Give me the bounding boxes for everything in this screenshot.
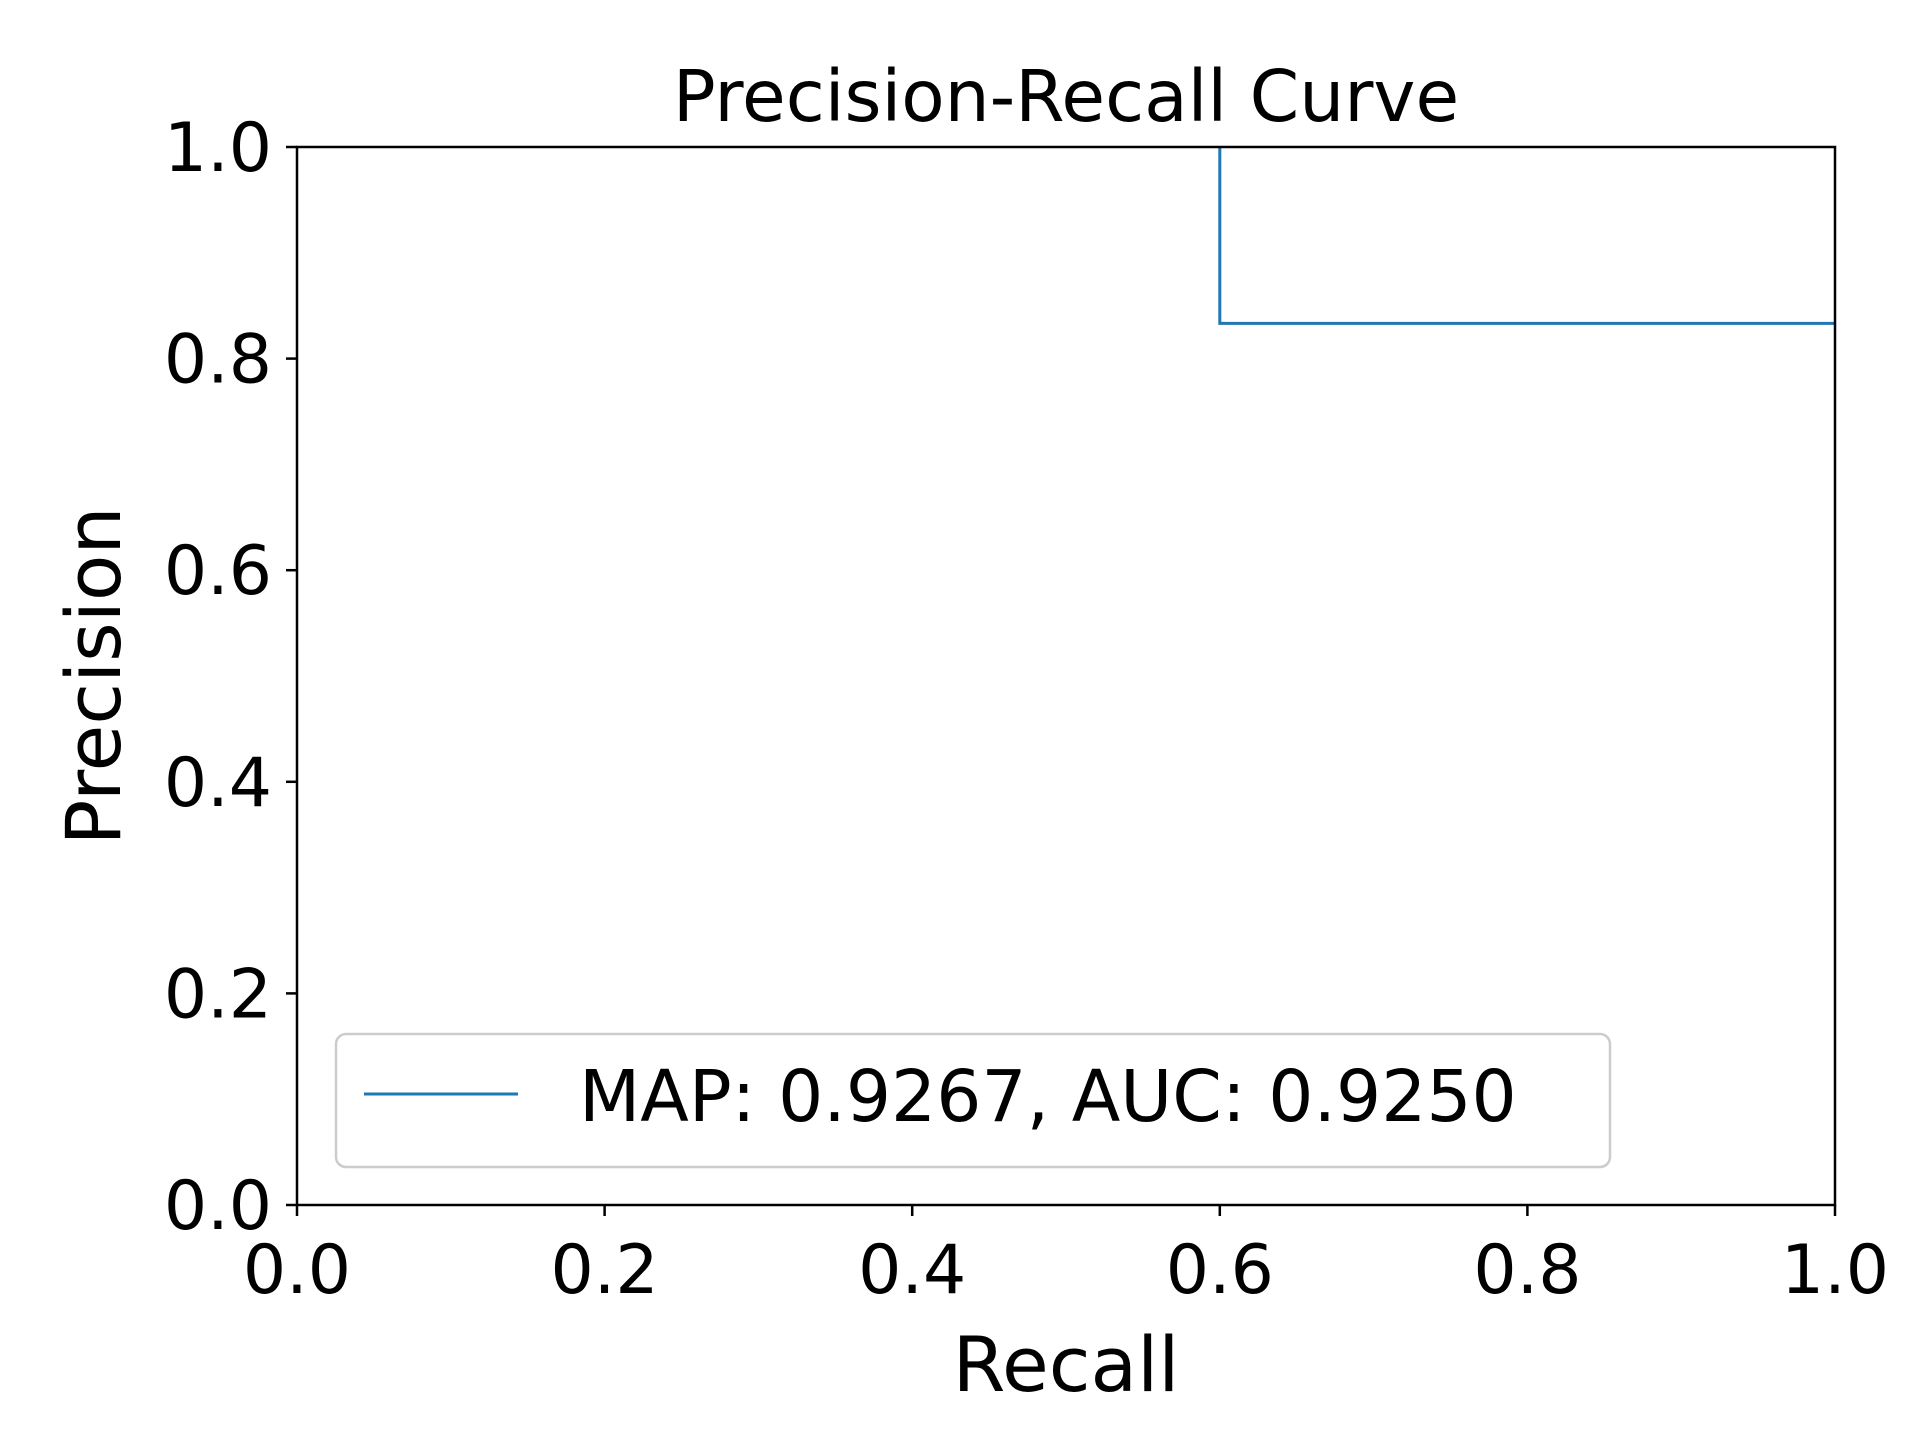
y-axis-ticks: 0.0 0.2 0.4 0.6 0.8 1.0: [164, 109, 297, 1246]
series-line-0: [1218, 147, 1835, 325]
y-tick-label: 0.8: [164, 321, 272, 400]
x-tick-label: 0.8: [1473, 1231, 1581, 1310]
legend-entry-label: MAP: 0.9267, AUC: 0.9250: [579, 1055, 1517, 1138]
x-axis-title: Recall: [953, 1320, 1180, 1409]
x-tick-label: 0.6: [1166, 1231, 1274, 1310]
series-layer: [1218, 147, 1835, 325]
legend: MAP: 0.9267, AUC: 0.9250: [334, 1032, 1612, 1169]
y-tick-label: 0.0: [164, 1167, 272, 1246]
x-tick-label: 0.4: [858, 1231, 966, 1310]
legend-box: [334, 1032, 1612, 1169]
y-tick-label: 0.6: [164, 532, 272, 611]
y-axis-title: Precision: [49, 506, 138, 845]
x-tick-label: 0.2: [551, 1231, 659, 1310]
chart-title: Precision-Recall Curve: [673, 55, 1459, 138]
y-tick-label: 0.2: [164, 955, 272, 1034]
x-tick-label: 1.0: [1781, 1231, 1889, 1310]
y-tick-label: 1.0: [164, 109, 272, 188]
x-tick-label: 0.0: [243, 1231, 351, 1310]
x-axis-ticks: 0.0 0.2 0.4 0.6 0.8 1.0: [243, 1205, 1889, 1310]
y-tick-label: 0.4: [164, 744, 272, 823]
plot-frame: [295, 145, 1837, 1207]
